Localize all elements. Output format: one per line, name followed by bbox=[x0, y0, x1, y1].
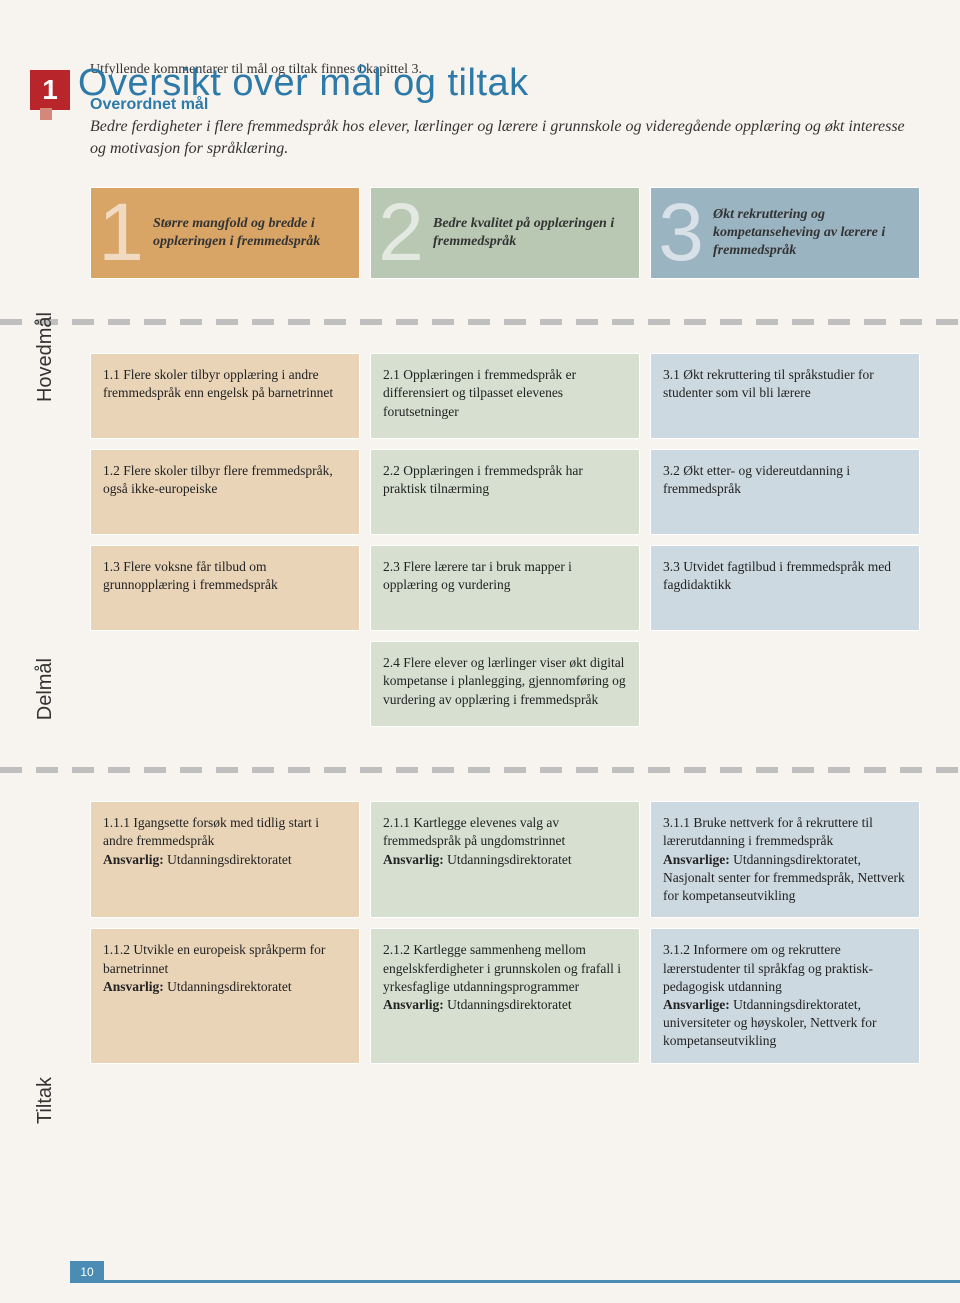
overordnet-block: Overordnet mål Bedre ferdigheter i flere… bbox=[90, 96, 920, 159]
tiltak-resp: Utdanningsdirektoratet bbox=[447, 852, 571, 867]
delmal-cell: 3.1 Økt rekruttering til språkstudier fo… bbox=[650, 353, 920, 439]
delmal-cell: 2.3 Flere lærere tar i bruk mapper i opp… bbox=[370, 545, 640, 631]
delmal-cell: 2.4 Flere elever og lærlinger viser økt … bbox=[370, 641, 640, 727]
page-stripe bbox=[104, 1280, 960, 1283]
tiltak-text: 3.1.1 Bruke nettverk for å rekruttere ti… bbox=[663, 814, 907, 850]
delmal-cell: 1.2 Flere skoler tilbyr flere fremmedspr… bbox=[90, 449, 360, 535]
tiltak-grid: 1.1.1 Igangsette forsøk med tidlig start… bbox=[90, 801, 920, 1063]
tiltak-cell: 1.1.1 Igangsette forsøk med tidlig start… bbox=[90, 801, 360, 918]
tiltak-resp-label: Ansvarlig: bbox=[103, 979, 167, 994]
chapter-title: Oversikt over mål og tiltak bbox=[78, 62, 529, 105]
goal-card-2: 2 Bedre kvalitet på opplæringen i fremme… bbox=[370, 187, 640, 279]
overordnet-body: Bedre ferdigheter i flere fremmedspråk h… bbox=[90, 116, 920, 159]
tiltak-text: 1.1.1 Igangsette forsøk med tidlig start… bbox=[103, 814, 347, 850]
tiltak-text: 1.1.2 Utvikle en europeisk språkperm for… bbox=[103, 941, 347, 977]
separator-1 bbox=[0, 319, 960, 325]
delmal-cell bbox=[90, 641, 360, 727]
tiltak-resp: Utdanningsdirektoratet bbox=[167, 852, 291, 867]
tiltak-resp-label: Ansvarlige: bbox=[663, 852, 733, 867]
delmal-cell: 1.3 Flere voksne får tilbud om grunnoppl… bbox=[90, 545, 360, 631]
tiltak-resp-label: Ansvarlig: bbox=[383, 852, 447, 867]
delmal-cell: 2.2 Opplæringen i fremmedspråk har prakt… bbox=[370, 449, 640, 535]
delmal-cell: 3.2 Økt etter- og videreutdanning i frem… bbox=[650, 449, 920, 535]
tiltak-resp: Utdanningsdirektoratet bbox=[167, 979, 291, 994]
goal-card-3: 3 Økt rekruttering og kompetanseheving a… bbox=[650, 187, 920, 279]
chapter-number: 1 bbox=[42, 74, 58, 106]
page-number: 10 bbox=[70, 1261, 104, 1283]
tiltak-cell: 2.1.2 Kartlegge sammenheng mellom engels… bbox=[370, 928, 640, 1063]
tiltak-cell: 2.1.1 Kartlegge elevenes valg av fremmed… bbox=[370, 801, 640, 918]
tiltak-cell: 3.1.2 Informere om og rekruttere lærerst… bbox=[650, 928, 920, 1063]
goal-num-3: 3 bbox=[655, 200, 707, 266]
goal-num-2: 2 bbox=[375, 200, 427, 266]
tiltak-resp-label: Ansvarlig: bbox=[103, 852, 167, 867]
delmal-cell: 3.3 Utvidet fagtilbud i fremmedspråk med… bbox=[650, 545, 920, 631]
tiltak-resp-label: Ansvarlige: bbox=[663, 997, 733, 1012]
goal-card-1: 1 Større mangfold og bredde i opplæringe… bbox=[90, 187, 360, 279]
tiltak-resp-label: Ansvarlig: bbox=[383, 997, 447, 1012]
goal-text-3: Økt rekruttering og kompetanseheving av … bbox=[713, 206, 907, 261]
tiltak-text: 2.1.2 Kartlegge sammenheng mellom engels… bbox=[383, 941, 627, 996]
goals-row: 1 Større mangfold og bredde i opplæringe… bbox=[90, 187, 920, 279]
goal-num-1: 1 bbox=[95, 200, 147, 266]
vlabel-delmal: Delmål bbox=[34, 658, 57, 720]
goal-text-2: Bedre kvalitet på opplæringen i fremmeds… bbox=[433, 215, 627, 251]
separator-2 bbox=[0, 767, 960, 773]
tiltak-cell: 3.1.1 Bruke nettverk for å rekruttere ti… bbox=[650, 801, 920, 918]
tiltak-resp: Utdanningsdirektoratet bbox=[447, 997, 571, 1012]
delmal-cell: 2.1 Opplæringen i fremmedspråk er differ… bbox=[370, 353, 640, 439]
vlabel-hovedmal: Hovedmål bbox=[34, 312, 57, 402]
chapter-number-box: 1 bbox=[30, 70, 70, 110]
tiltak-text: 2.1.1 Kartlegge elevenes valg av fremmed… bbox=[383, 814, 627, 850]
delmal-grid: 1.1 Flere skoler tilbyr opplæring i andr… bbox=[90, 353, 920, 727]
vlabel-tiltak: Tiltak bbox=[34, 1077, 57, 1124]
tiltak-cell: 1.1.2 Utvikle en europeisk språkperm for… bbox=[90, 928, 360, 1063]
tiltak-text: 3.1.2 Informere om og rekruttere lærerst… bbox=[663, 941, 907, 996]
goal-text-1: Større mangfold og bredde i opplæringen … bbox=[153, 215, 347, 251]
delmal-cell: 1.1 Flere skoler tilbyr opplæring i andr… bbox=[90, 353, 360, 439]
delmal-cell bbox=[650, 641, 920, 727]
